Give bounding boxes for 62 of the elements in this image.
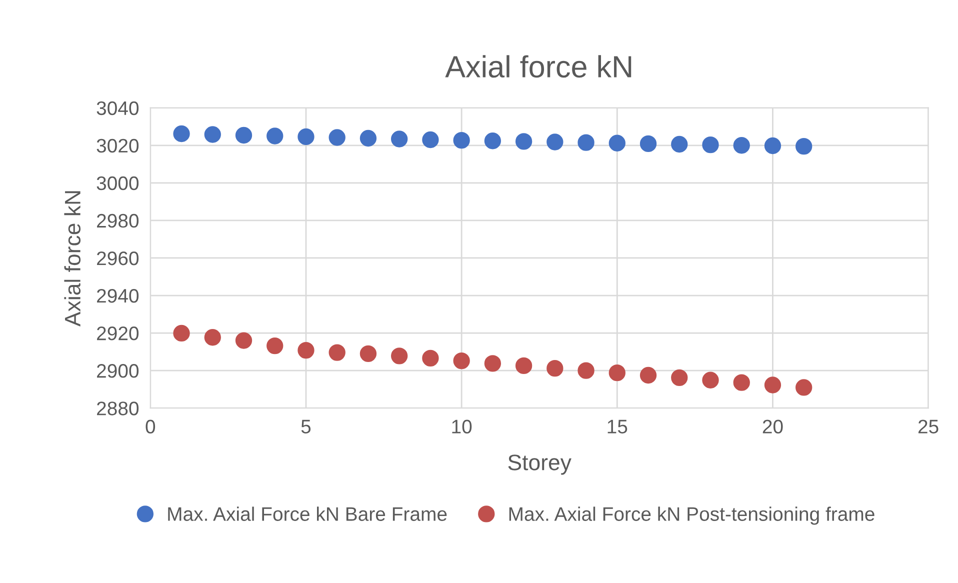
y-tick-label: 2920 — [97, 326, 139, 340]
point — [204, 329, 221, 346]
x-tick-label: 15 — [608, 420, 628, 434]
point — [515, 133, 532, 150]
point — [360, 345, 377, 362]
point — [796, 379, 812, 396]
legend-label: Max. Axial Force kN Post-tensioning frame — [509, 506, 874, 525]
point — [608, 364, 626, 382]
x-tick-label: 10 — [452, 420, 472, 434]
point — [391, 348, 408, 364]
y-axis-title: Axial force kN — [64, 191, 81, 326]
point — [608, 134, 626, 152]
x-tick-label: 25 — [918, 420, 938, 434]
point — [235, 126, 252, 144]
point — [266, 128, 284, 144]
point — [266, 337, 284, 354]
point — [422, 350, 439, 367]
point — [515, 357, 532, 374]
point — [328, 344, 346, 361]
x-tick-label: 0 — [146, 420, 156, 434]
point — [578, 362, 594, 379]
y-tick-label: 3040 — [96, 101, 139, 116]
point — [640, 366, 657, 384]
y-tick-label: 2980 — [97, 214, 139, 228]
chart-title: Axial force kN — [445, 55, 632, 78]
y-tick-label: 2940 — [97, 288, 139, 303]
y-tick-label: 3000 — [96, 176, 139, 190]
point — [733, 374, 750, 391]
y-tick-label: 3020 — [96, 138, 139, 153]
point — [671, 369, 688, 386]
point — [204, 126, 221, 143]
point — [671, 136, 688, 153]
point — [360, 130, 377, 147]
y-tick-label: 2960 — [97, 251, 139, 266]
point — [173, 324, 190, 342]
point — [298, 342, 314, 359]
point — [173, 125, 190, 142]
point — [391, 130, 408, 148]
point — [484, 132, 502, 150]
point — [796, 138, 812, 155]
point — [733, 137, 750, 154]
point — [640, 135, 657, 152]
point — [702, 136, 719, 154]
point — [546, 360, 564, 377]
x-tick-label: 20 — [762, 420, 783, 434]
point — [578, 134, 594, 151]
y-tick-label: 2900 — [97, 364, 139, 378]
point — [546, 134, 564, 150]
point — [453, 132, 470, 149]
point — [298, 128, 314, 146]
y-tick-label: 2880 — [97, 402, 139, 416]
point — [235, 332, 252, 349]
point — [764, 137, 782, 154]
x-tick-label: 5 — [301, 420, 311, 434]
point — [328, 129, 346, 146]
point — [484, 355, 502, 372]
legend-label: Max. Axial Force kN Bare Frame — [168, 506, 447, 521]
point — [702, 372, 719, 388]
point — [422, 131, 439, 148]
point — [453, 352, 470, 370]
point — [764, 376, 782, 394]
x-axis-title: Storey — [508, 454, 572, 475]
